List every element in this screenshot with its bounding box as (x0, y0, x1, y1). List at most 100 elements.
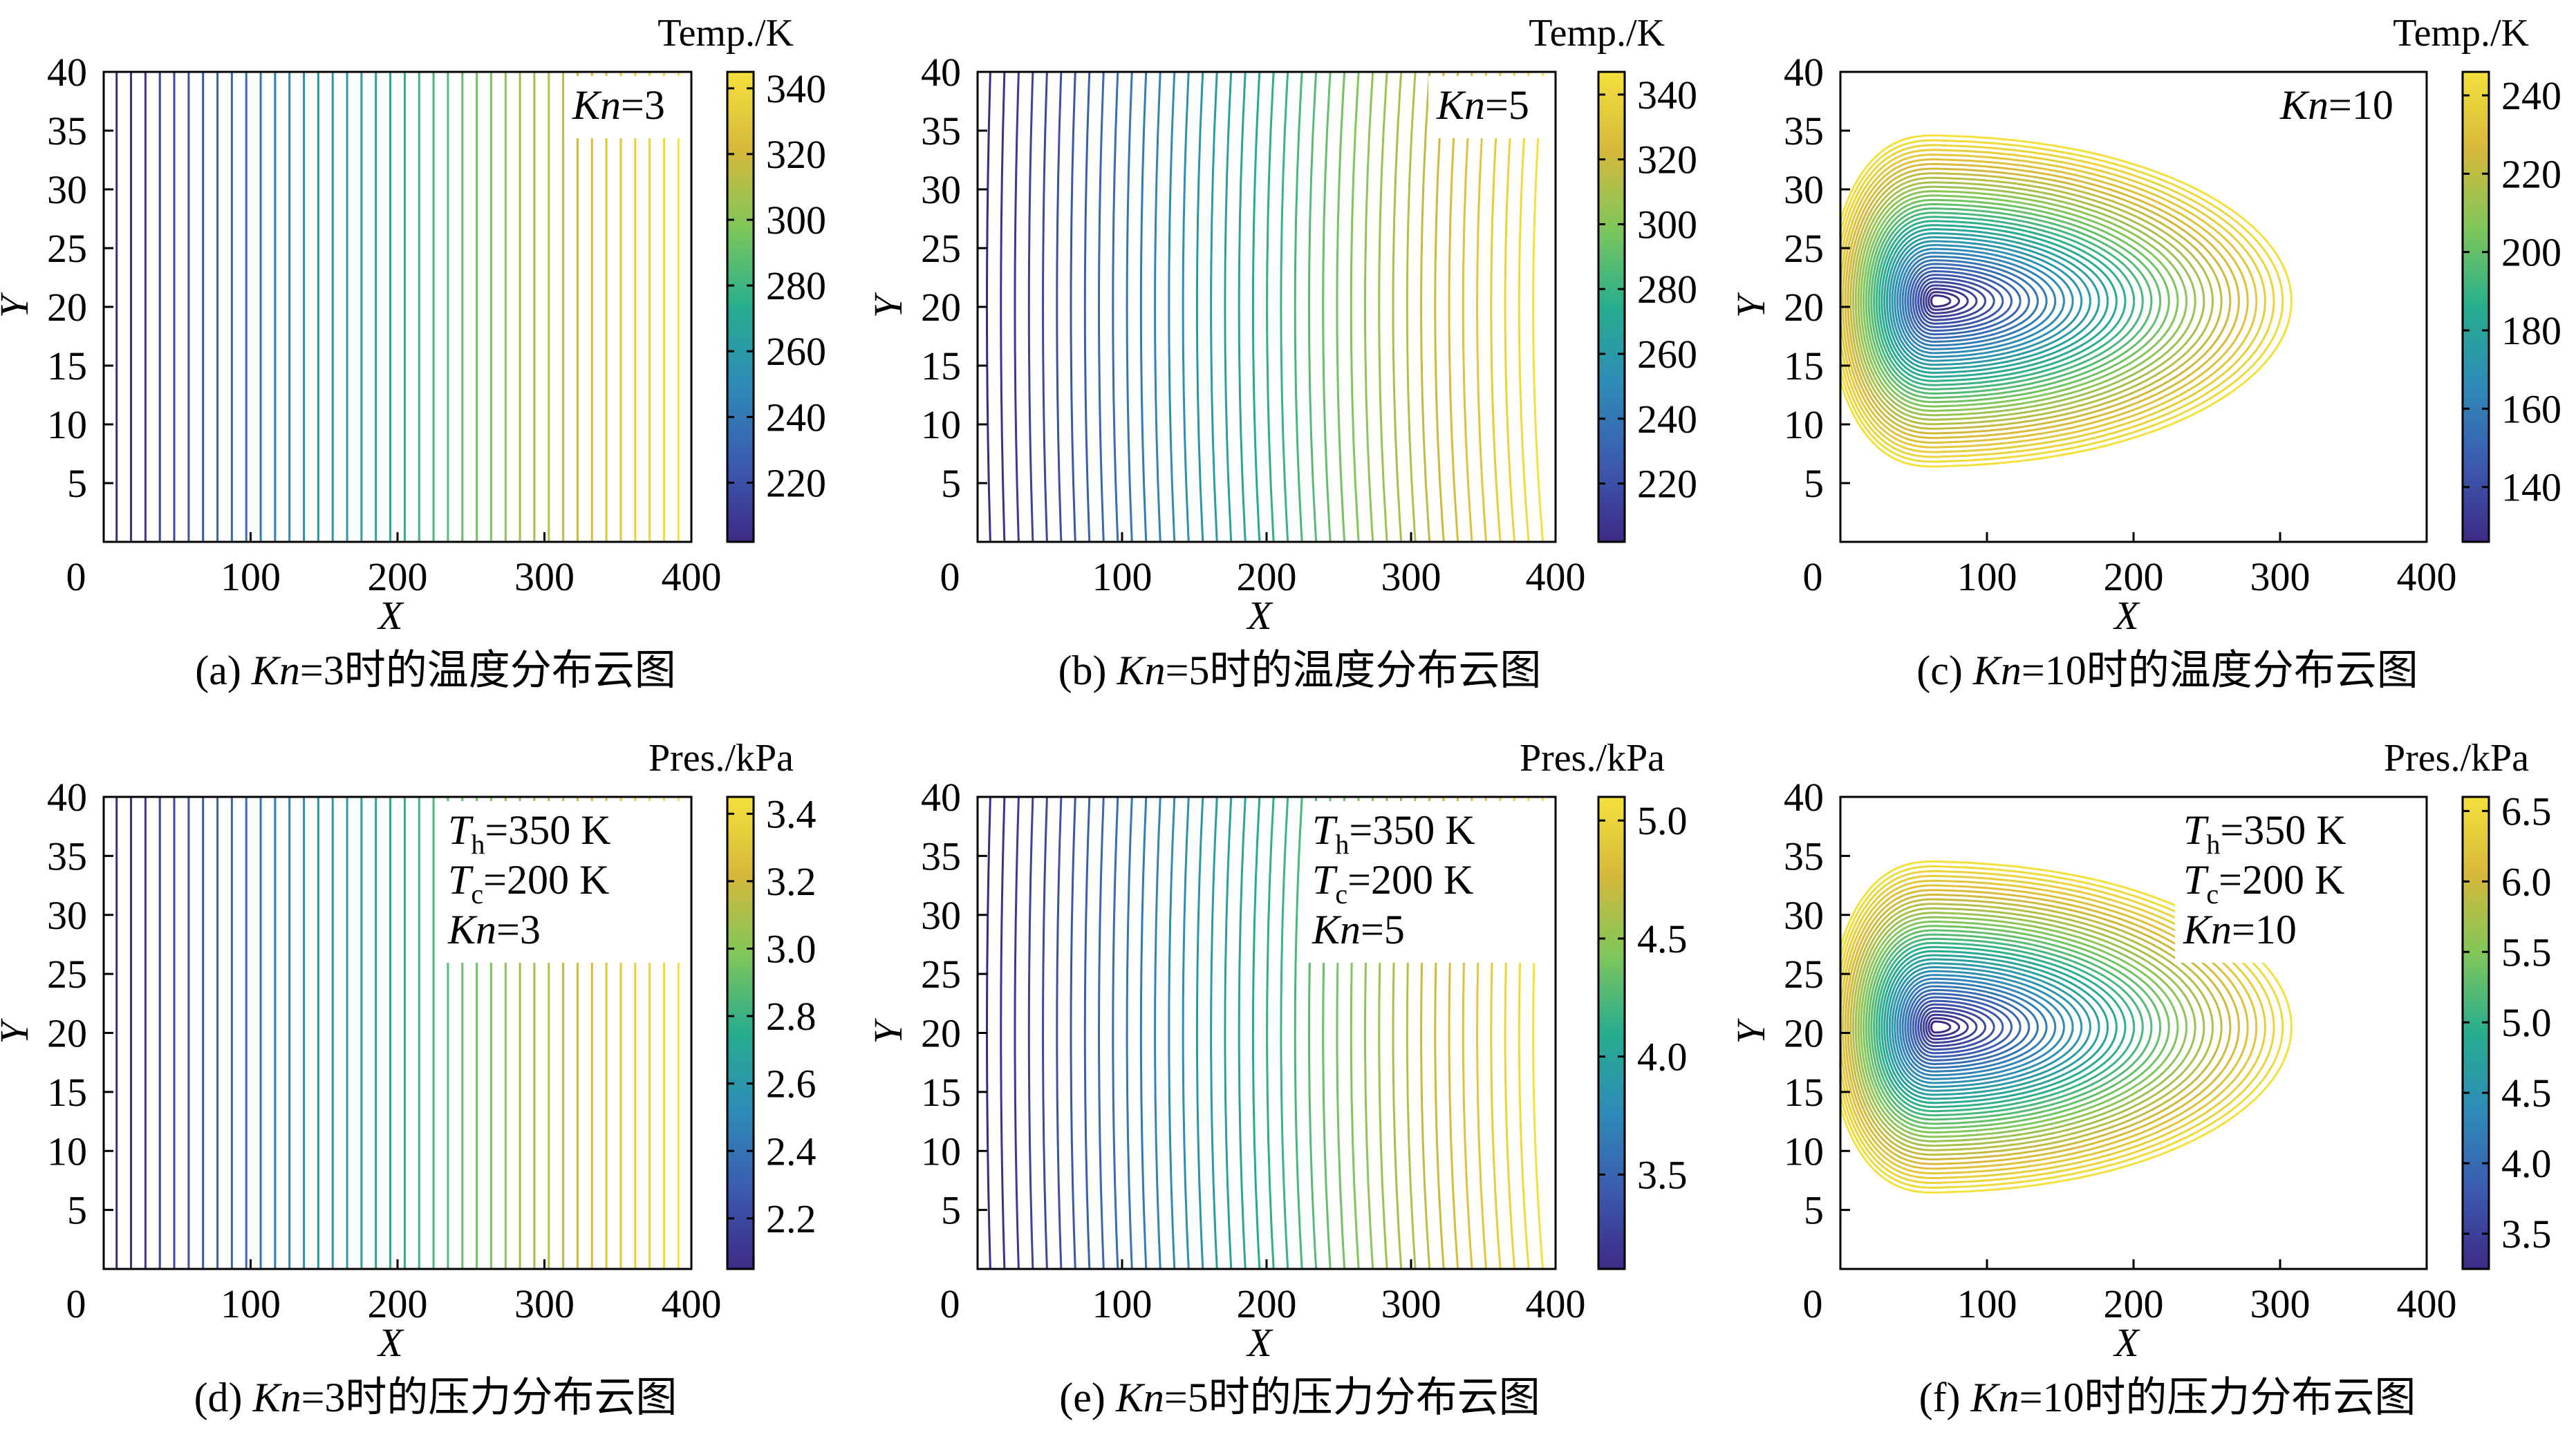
contour-line (1841, 158, 2249, 444)
caption-symbol: Kn (1117, 648, 1166, 693)
annotation-value: =350 K (1349, 807, 1475, 853)
contour-line (1914, 274, 2004, 328)
colorbar-tick-label: 320 (766, 132, 826, 177)
panel-caption: (a) Kn=3时的温度分布云图 (195, 648, 675, 693)
contour-line (1840, 869, 2275, 1185)
contour-line (1280, 72, 1289, 542)
annotation-text: Tc=200 K (448, 857, 609, 910)
y-tick-label: 25 (921, 226, 961, 271)
colorbar-title: Temp./K (2393, 12, 2529, 55)
contour-line (1894, 970, 2074, 1084)
contour-line (1126, 797, 1133, 1269)
y-tick-label: 10 (921, 402, 961, 447)
annotation-value: =5 (1485, 82, 1529, 128)
annotation-value: =350 K (2220, 807, 2346, 853)
colorbar-tick-label: 3.5 (1637, 1152, 1688, 1197)
caption-text: =3时的压力分布云图 (301, 1375, 678, 1420)
x-tick-label: 300 (2250, 1281, 2311, 1326)
colorbar-tick-label: 6.0 (2501, 859, 2552, 904)
contour-line (1928, 1017, 1961, 1037)
annotation-symbol: T (1312, 857, 1338, 903)
contour-line (1476, 72, 1488, 542)
caption-text: =3时的温度分布云图 (300, 648, 676, 693)
contour-line (1880, 950, 2118, 1104)
contour-line (1841, 884, 2249, 1170)
x-tick-label: 100 (1092, 1281, 1152, 1326)
contour-line (1849, 898, 2223, 1156)
colorbar-tick-label: 6.5 (2501, 789, 2552, 834)
caption-label: (d) (194, 1375, 253, 1420)
contour-line (1865, 925, 2170, 1129)
x-tick-label: 200 (368, 1281, 428, 1326)
contour-line (1266, 797, 1275, 1269)
annotation-text: Tc=200 K (2183, 857, 2344, 910)
contour-line (1914, 999, 2004, 1055)
colorbar-title: Pres./kPa (648, 737, 794, 780)
annotation-value: =200 K (483, 857, 609, 903)
contour-line (1907, 263, 2031, 339)
annotation-text: Th=350 K (2183, 807, 2346, 860)
contour-line (1917, 277, 1995, 325)
contour-line (1070, 72, 1076, 542)
annotation-text: Th=350 K (448, 807, 611, 860)
y-tick-label: 5 (67, 1188, 87, 1233)
contour-line (986, 797, 991, 1269)
contour-line (1870, 933, 2153, 1121)
x-tick-label: 200 (1237, 554, 1297, 599)
contour-line (1098, 797, 1105, 1269)
annotation-text: Th=350 K (1312, 807, 1475, 860)
colorbar-tick-label: 4.5 (1637, 916, 1688, 961)
contour-line (1378, 72, 1388, 542)
contour-line (1907, 988, 2031, 1065)
contour-line (1280, 797, 1289, 1269)
contour-line (1840, 153, 2258, 449)
y-tick-label: 15 (1784, 344, 1824, 388)
contour-line (1448, 72, 1459, 542)
x-tick-label: 300 (1381, 1281, 1441, 1326)
contour-line (1867, 203, 2162, 399)
y-tick-label: 5 (941, 461, 961, 506)
panel-caption: (b) Kn=5时的温度分布云图 (1058, 648, 1542, 693)
contour-line (1873, 211, 2144, 391)
contour-line (1224, 72, 1233, 542)
colorbar-tick-label: 220 (1637, 462, 1697, 507)
contour-line (1919, 1006, 1987, 1048)
y-tick-label: 25 (47, 226, 87, 271)
x-tick-label: 300 (1381, 554, 1441, 599)
y-tick-label: 35 (47, 834, 87, 878)
x-tick-label: 100 (221, 554, 281, 599)
colorbar-tick-label: 200 (2501, 230, 2561, 275)
y-tick-label: 10 (1784, 1129, 1824, 1174)
y-tick-label: 40 (921, 50, 961, 95)
y-axis-label: Y (866, 1018, 911, 1044)
contour-line (1891, 240, 2083, 362)
x-axis-label: X (2113, 1320, 2140, 1365)
contour-line (1885, 232, 2100, 370)
contour-line (1854, 907, 2205, 1147)
contour-line (1925, 1013, 1969, 1041)
x-tick-label: 300 (514, 554, 575, 599)
annotation-symbol: Kn (447, 907, 496, 952)
x-tick-label: 400 (2397, 554, 2457, 599)
plot-frame (102, 70, 693, 543)
x-tick-label: 0 (940, 1281, 960, 1326)
contour-lines (115, 797, 680, 1269)
y-tick-label: 15 (921, 1070, 961, 1115)
contour-line (1867, 929, 2162, 1125)
contour-line (1210, 72, 1218, 542)
contour-line (1238, 797, 1247, 1269)
contour-line (1854, 181, 2205, 421)
colorbar-tick-label: 300 (1637, 202, 1697, 247)
x-axis-label: X (377, 1320, 404, 1365)
annotation-symbol: Kn (1312, 907, 1361, 952)
contour-line (1000, 72, 1006, 542)
panel-a: Kn=30100200300400510152025303540XY220240… (0, 12, 826, 693)
colorbar (2461, 796, 2490, 1270)
contour-line (1875, 941, 2136, 1113)
y-tick-label: 25 (1784, 226, 1824, 271)
annotation-value: =200 K (1347, 857, 1473, 903)
caption-symbol: Kn (1970, 1375, 2019, 1420)
contour-line (1930, 294, 1952, 308)
x-tick-label: 400 (662, 1281, 722, 1326)
